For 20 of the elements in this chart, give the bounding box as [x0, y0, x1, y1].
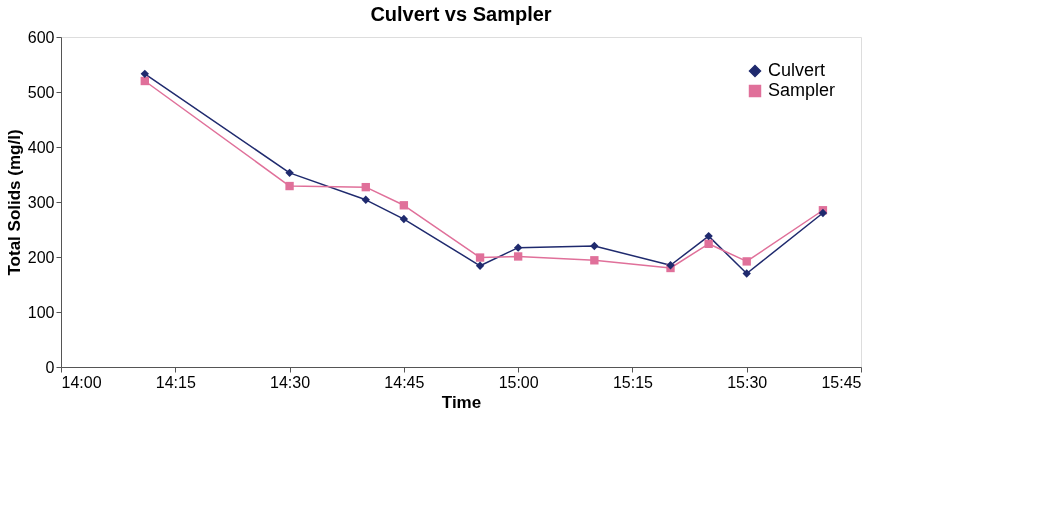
x-tick-label: 15:45 — [821, 373, 862, 391]
x-tick-label: 15:15 — [612, 373, 654, 391]
x-tick-label: 15:00 — [498, 373, 539, 391]
y-tick-label: 0 — [45, 358, 55, 376]
y-tick-label: 300 — [27, 193, 55, 211]
y-tick-label: 500 — [27, 83, 55, 101]
y-tick-label: 600 — [27, 28, 55, 46]
x-tick-label: 15:30 — [727, 373, 768, 391]
y-tick-label: 400 — [27, 138, 55, 156]
legend-label: Sampler — [768, 80, 836, 100]
x-tick-label: 14:30 — [270, 373, 311, 391]
y-axis-title: Total Solids (mg/l) — [4, 129, 24, 276]
legend-label: Culvert — [768, 60, 826, 80]
y-tick-label: 100 — [27, 303, 55, 321]
x-tick-label: 14:45 — [384, 373, 425, 391]
x-tick-label: 14:00 — [61, 373, 102, 391]
x-tick-label: 14:15 — [155, 373, 196, 391]
chart-title: Culvert vs Sampler — [370, 3, 552, 25]
x-axis-title: Time — [441, 392, 482, 412]
y-tick-label: 200 — [27, 248, 55, 266]
